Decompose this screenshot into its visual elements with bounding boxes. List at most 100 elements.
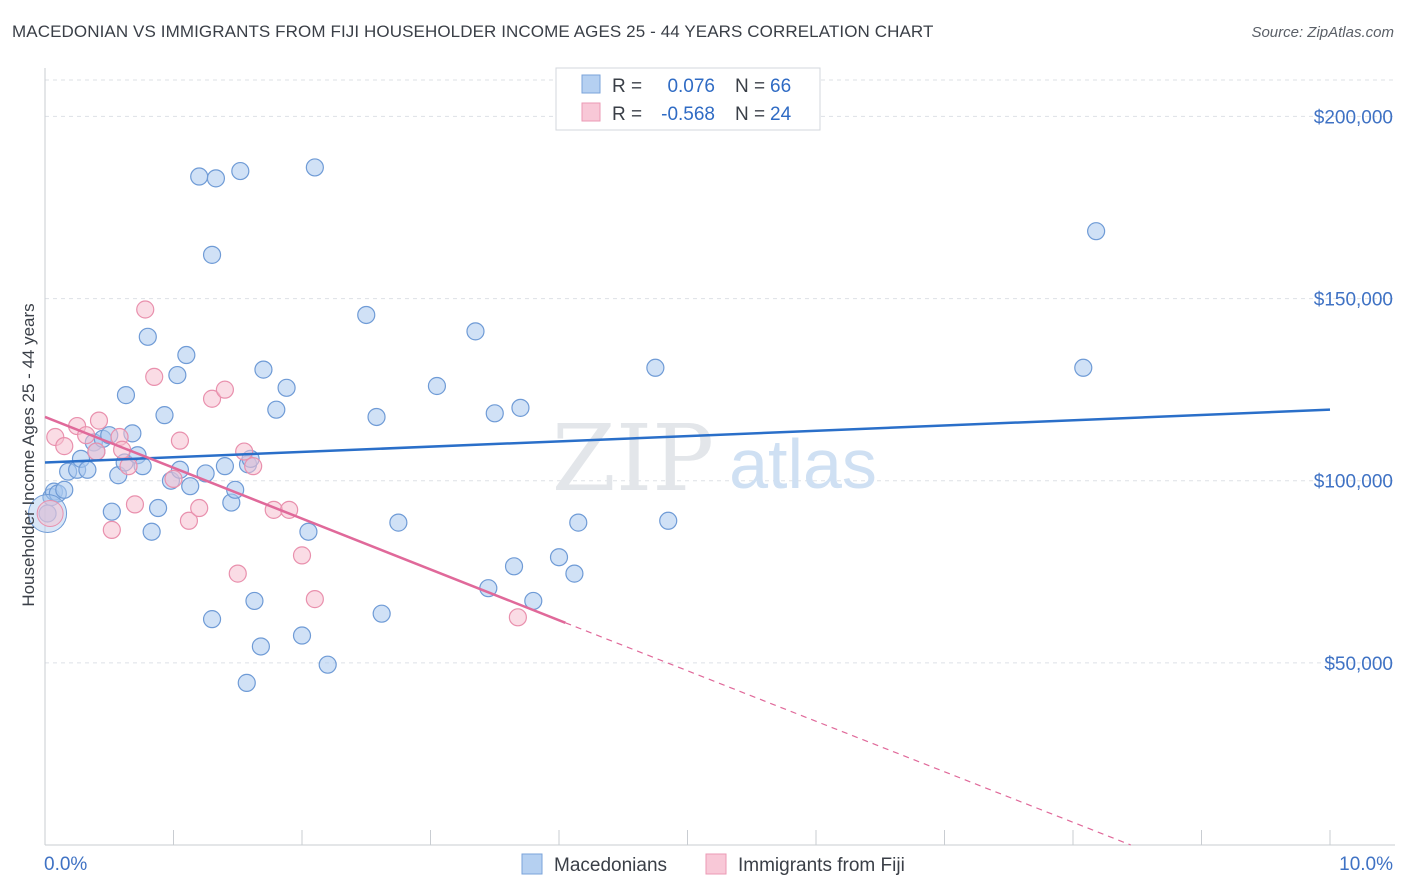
fiji-cluster-point (36, 500, 64, 527)
legend-r-value-blue: 0.076 (667, 76, 715, 97)
fiji-point (292, 546, 312, 565)
chart-title: MACEDONIAN VS IMMIGRANTS FROM FIJI HOUSE… (12, 22, 934, 41)
legend-swatch-blue (581, 74, 601, 94)
fiji-point (235, 442, 254, 461)
macedonian-point (202, 610, 222, 629)
y-tick-label: $150,000 (1314, 290, 1393, 311)
macedonian-point (1087, 222, 1106, 241)
macedonian-trend-line (44, 408, 1331, 464)
macedonian-point (569, 513, 588, 532)
macedonian-point (646, 358, 665, 377)
fiji-trend-line (44, 415, 566, 624)
fiji-point (215, 380, 234, 399)
macedonian-point (318, 655, 337, 674)
macedonian-point (155, 406, 174, 425)
macedonian-point (427, 376, 447, 396)
fiji-point (179, 511, 199, 530)
stats-legend: R = 0.076 N = 66 R = -0.568 N = 24 (555, 67, 821, 131)
series-legend-swatch-macedonians (521, 853, 543, 875)
series-legend: Macedonians Immigrants from Fiji (521, 853, 905, 876)
macedonian-point (55, 480, 74, 499)
macedonian-point (466, 322, 485, 341)
macedonian-point (190, 167, 209, 186)
fiji-point (89, 411, 109, 430)
y-tick-label: $50,000 (1324, 654, 1393, 675)
fiji-point (202, 389, 222, 408)
x-tick-label: 0.0% (44, 854, 87, 875)
series-legend-label-fiji: Immigrants from Fiji (738, 855, 905, 876)
macedonian-point (254, 360, 273, 379)
fiji-point (305, 590, 324, 609)
macedonian-point (504, 557, 524, 576)
macedonian-point (231, 161, 250, 181)
macedonian-point (202, 245, 222, 264)
y-tick-label: $100,000 (1314, 472, 1393, 493)
legend-n-value-blue: 66 (770, 76, 791, 97)
macedonian-point (251, 637, 270, 656)
macedonian-point (299, 522, 318, 541)
macedonian-point (389, 513, 408, 532)
legend-n-label-pink: N = (735, 104, 765, 125)
fiji-point (119, 457, 138, 476)
series-legend-label-macedonians: Macedonians (554, 855, 667, 876)
macedonian-point (511, 398, 530, 417)
data-points (28, 158, 1106, 692)
fiji-point (87, 442, 106, 461)
watermark: ZIP atlas (552, 405, 877, 512)
legend-r-value-pink: -0.568 (661, 104, 715, 125)
macedonian-point (215, 457, 234, 476)
macedonian-point (138, 327, 157, 346)
macedonian-point (1074, 358, 1093, 377)
fiji-point (102, 520, 121, 539)
tick-labels: $50,000 $100,000 $150,000 $200,000 0.0% 10.0% (44, 107, 1393, 875)
legend-swatch-pink (581, 102, 601, 122)
macedonian-point (102, 502, 121, 521)
macedonian-point (116, 386, 136, 405)
macedonian-point (148, 498, 168, 518)
macedonian-point (367, 407, 386, 427)
trend-lines (44, 408, 1331, 846)
macedonian-point (659, 511, 678, 530)
macedonian-point (357, 305, 376, 325)
macedonian-point (549, 548, 569, 567)
macedonian-point (237, 673, 256, 692)
macedonian-point (142, 522, 161, 541)
legend-r-label-blue: R = (612, 76, 642, 97)
macedonian-point (206, 169, 226, 188)
macedonian-point (305, 158, 324, 177)
macedonian-point (485, 404, 504, 423)
macedonian-point (565, 564, 584, 583)
fiji-point (190, 498, 209, 518)
macedonian-point (78, 460, 97, 479)
y-axis-label: Householder Income Ages 25 - 44 years (19, 303, 38, 606)
legend-r-label-pink: R = (612, 104, 642, 125)
x-tick-label: 10.0% (1339, 854, 1393, 875)
watermark-atlas: atlas (729, 425, 877, 503)
series-legend-swatch-fiji (705, 853, 727, 875)
legend-n-value-pink: 24 (770, 104, 792, 125)
fiji-point (145, 367, 164, 386)
macedonian-point (372, 604, 391, 623)
legend-n-label-blue: N = (735, 76, 765, 97)
macedonian-point (245, 591, 264, 611)
macedonian-point (181, 477, 200, 496)
macedonian-point (292, 626, 312, 645)
fiji-point (508, 608, 527, 627)
fiji-point (228, 564, 247, 583)
source-credit: Source: ZipAtlas.com (1251, 24, 1394, 41)
fiji-point (170, 431, 190, 450)
y-tick-label: $200,000 (1314, 107, 1393, 128)
fiji-point (125, 495, 145, 514)
fiji-point (136, 300, 155, 319)
macedonian-point (177, 345, 196, 365)
fiji-point (55, 437, 74, 456)
macedonian-point (168, 365, 187, 385)
fiji-trend-extension (565, 622, 1132, 846)
fiji-point (164, 469, 183, 488)
macedonian-point (277, 378, 296, 397)
watermark-zip: ZIP (552, 405, 714, 512)
macedonian-point (267, 400, 286, 419)
axes (44, 68, 1395, 846)
fiji-point (244, 457, 263, 476)
